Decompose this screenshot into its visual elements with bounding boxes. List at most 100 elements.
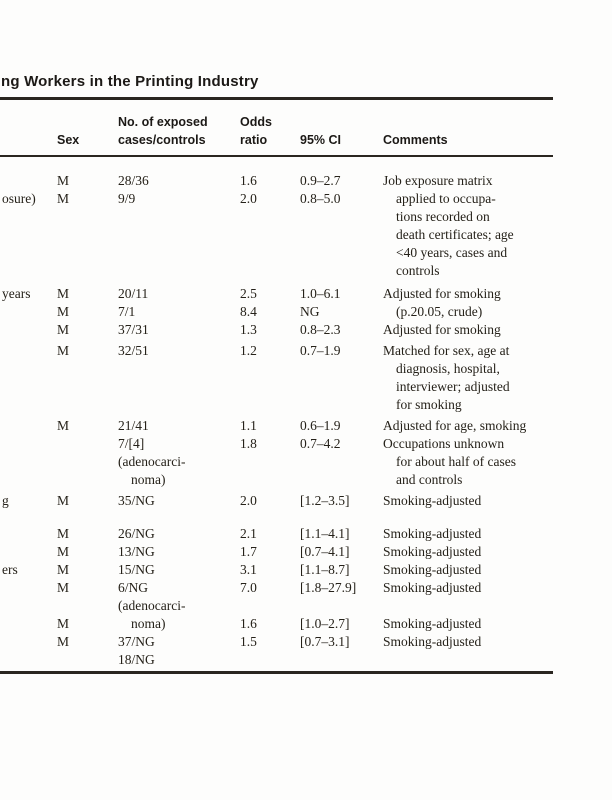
cell-ci: [0.7–4.1] bbox=[300, 544, 350, 559]
cell-cases: 18/NG bbox=[118, 652, 155, 667]
table-row: <40 years, cases and bbox=[0, 244, 612, 262]
cell-comment: Smoking-adjusted bbox=[383, 493, 482, 508]
cell-sex: M bbox=[57, 191, 70, 206]
cell-sex: M bbox=[57, 493, 70, 508]
cell-odds: 8.4 bbox=[240, 304, 257, 319]
cell-comment: Smoking-adjusted bbox=[383, 580, 482, 595]
cell-ci: 0.9–2.7 bbox=[300, 173, 341, 188]
table-row: M 13/NG 1.7 [0.7–4.1] Smoking-adjusted bbox=[0, 543, 612, 561]
cell-ci: [1.2–3.5] bbox=[300, 493, 350, 508]
cell-cases: 35/NG bbox=[118, 493, 155, 508]
cell-cases: 37/31 bbox=[118, 322, 149, 337]
cell-sex: M bbox=[57, 418, 70, 433]
cell-ci: 0.6–1.9 bbox=[300, 418, 341, 433]
cell-sex: M bbox=[57, 343, 70, 358]
cell-sex: M bbox=[57, 304, 70, 319]
cell-odds: 1.3 bbox=[240, 322, 257, 337]
table-row: (adenocarci- bbox=[0, 597, 612, 615]
table-row: M 21/41 1.1 0.6–1.9 Adjusted for age, smokin… bbox=[0, 417, 612, 435]
table-row: 7/[4] 1.8 0.7–4.2 Occupations unknown bbox=[0, 435, 612, 453]
cell-comment: Adjusted for smoking bbox=[383, 286, 501, 301]
cell-cases: (adenocarci- bbox=[118, 454, 186, 469]
cell-comment: for smoking bbox=[396, 397, 462, 412]
cell-cases: 37/NG bbox=[118, 634, 155, 649]
table-rule-top bbox=[0, 97, 553, 100]
column-header-cases-line1: No. of exposed bbox=[118, 115, 208, 129]
cell-sex: M bbox=[57, 634, 70, 649]
cell-odds: 1.6 bbox=[240, 616, 257, 631]
cell-study: years bbox=[2, 286, 31, 301]
cell-ci: 0.8–5.0 bbox=[300, 191, 341, 206]
table-title: ng Workers in the Printing Industry bbox=[1, 73, 259, 90]
cell-ci: [0.7–3.1] bbox=[300, 634, 350, 649]
cell-study: ers bbox=[2, 562, 18, 577]
cell-sex: M bbox=[57, 562, 70, 577]
cell-cases: 21/41 bbox=[118, 418, 149, 433]
cell-comment: Adjusted for smoking bbox=[383, 322, 501, 337]
table-row: M 32/51 1.2 0.7–1.9 Matched for sex, age at bbox=[0, 342, 612, 360]
table-row: (adenocarci-for about half of cases bbox=[0, 453, 612, 471]
cell-sex: M bbox=[57, 286, 70, 301]
cell-sex: M bbox=[57, 322, 70, 337]
cell-cases: 28/36 bbox=[118, 173, 149, 188]
table-row: for smoking bbox=[0, 396, 612, 414]
column-header-cases-line2: cases/controls bbox=[118, 133, 206, 147]
cell-cases: 20/11 bbox=[118, 286, 149, 301]
cell-odds: 1.5 bbox=[240, 634, 257, 649]
cell-odds: 7.0 bbox=[240, 580, 257, 595]
table-body: M 28/36 1.6 0.9–2.7 Job exposure matrix osure… bbox=[0, 172, 612, 669]
cell-odds: 3.1 bbox=[240, 562, 257, 577]
cell-comment: Smoking-adjusted bbox=[383, 526, 482, 541]
cell-cases: 26/NG bbox=[118, 526, 155, 541]
table-row: controls bbox=[0, 262, 612, 280]
cell-comment: controls bbox=[396, 263, 440, 278]
cell-sex: M bbox=[57, 544, 70, 559]
column-header-odds-line2: ratio bbox=[240, 133, 268, 147]
cell-odds: 1.8 bbox=[240, 436, 257, 451]
cell-sex: M bbox=[57, 580, 70, 595]
cell-cases: noma) bbox=[131, 472, 166, 487]
table-row: M 6/NG 7.0 [1.8–27.9] Smoking-adjusted bbox=[0, 579, 612, 597]
table-row: years M 20/11 2.5 1.0–6.1 Adjusted for smokin… bbox=[0, 285, 612, 303]
cell-comment: Occupations unknown bbox=[383, 436, 505, 451]
table-row: M 7/1 8.4 NG (p.20.05, crude) bbox=[0, 303, 612, 321]
table-row: tions recorded on bbox=[0, 208, 612, 226]
cell-odds: 1.1 bbox=[240, 418, 257, 433]
cell-cases: 15/NG bbox=[118, 562, 155, 577]
cell-odds: 2.5 bbox=[240, 286, 257, 301]
table-row: osure) M 9/9 2.0 0.8–5.0 applied to occupa- bbox=[0, 190, 612, 208]
cell-study: g bbox=[2, 493, 9, 508]
cell-odds: 1.2 bbox=[240, 343, 257, 358]
cell-comment: interviewer; adjusted bbox=[396, 379, 510, 394]
cell-sex: M bbox=[57, 173, 70, 188]
column-header-sex: Sex bbox=[57, 133, 80, 147]
cell-comment: Job exposure matrix bbox=[383, 173, 493, 188]
cell-cases: 9/9 bbox=[118, 191, 136, 206]
cell-odds: 1.6 bbox=[240, 173, 257, 188]
cell-ci: 1.0–6.1 bbox=[300, 286, 341, 301]
column-header-comments: Comments bbox=[383, 133, 448, 147]
cell-comment: Adjusted for age, smoking bbox=[383, 418, 527, 433]
cell-comment: <40 years, cases and bbox=[396, 245, 508, 260]
cell-comment: diagnosis, hospital, bbox=[396, 361, 500, 376]
cell-odds: 1.7 bbox=[240, 544, 257, 559]
cell-comment: death certificates; age bbox=[396, 227, 514, 242]
cell-comment: for about half of cases bbox=[396, 454, 516, 469]
table-row: 18/NG bbox=[0, 651, 612, 669]
cell-comment: Smoking-adjusted bbox=[383, 544, 482, 559]
table-row: ers M 15/NG 3.1 [1.1–8.7] Smoking-adjusted bbox=[0, 561, 612, 579]
cell-odds: 2.1 bbox=[240, 526, 257, 541]
table-row: death certificates; age bbox=[0, 226, 612, 244]
table-row: M 28/36 1.6 0.9–2.7 Job exposure matrix bbox=[0, 172, 612, 190]
cell-comment: Smoking-adjusted bbox=[383, 616, 482, 631]
cell-ci: [1.1–8.7] bbox=[300, 562, 350, 577]
cell-cases: (adenocarci- bbox=[118, 598, 186, 613]
table-rule-bottom bbox=[0, 671, 553, 674]
cell-comment: Smoking-adjusted bbox=[383, 562, 482, 577]
cell-comment: tions recorded on bbox=[396, 209, 490, 224]
cell-cases: 7/[4] bbox=[118, 436, 145, 451]
table-row: noma) and controls bbox=[0, 471, 612, 489]
cell-cases: 13/NG bbox=[118, 544, 155, 559]
